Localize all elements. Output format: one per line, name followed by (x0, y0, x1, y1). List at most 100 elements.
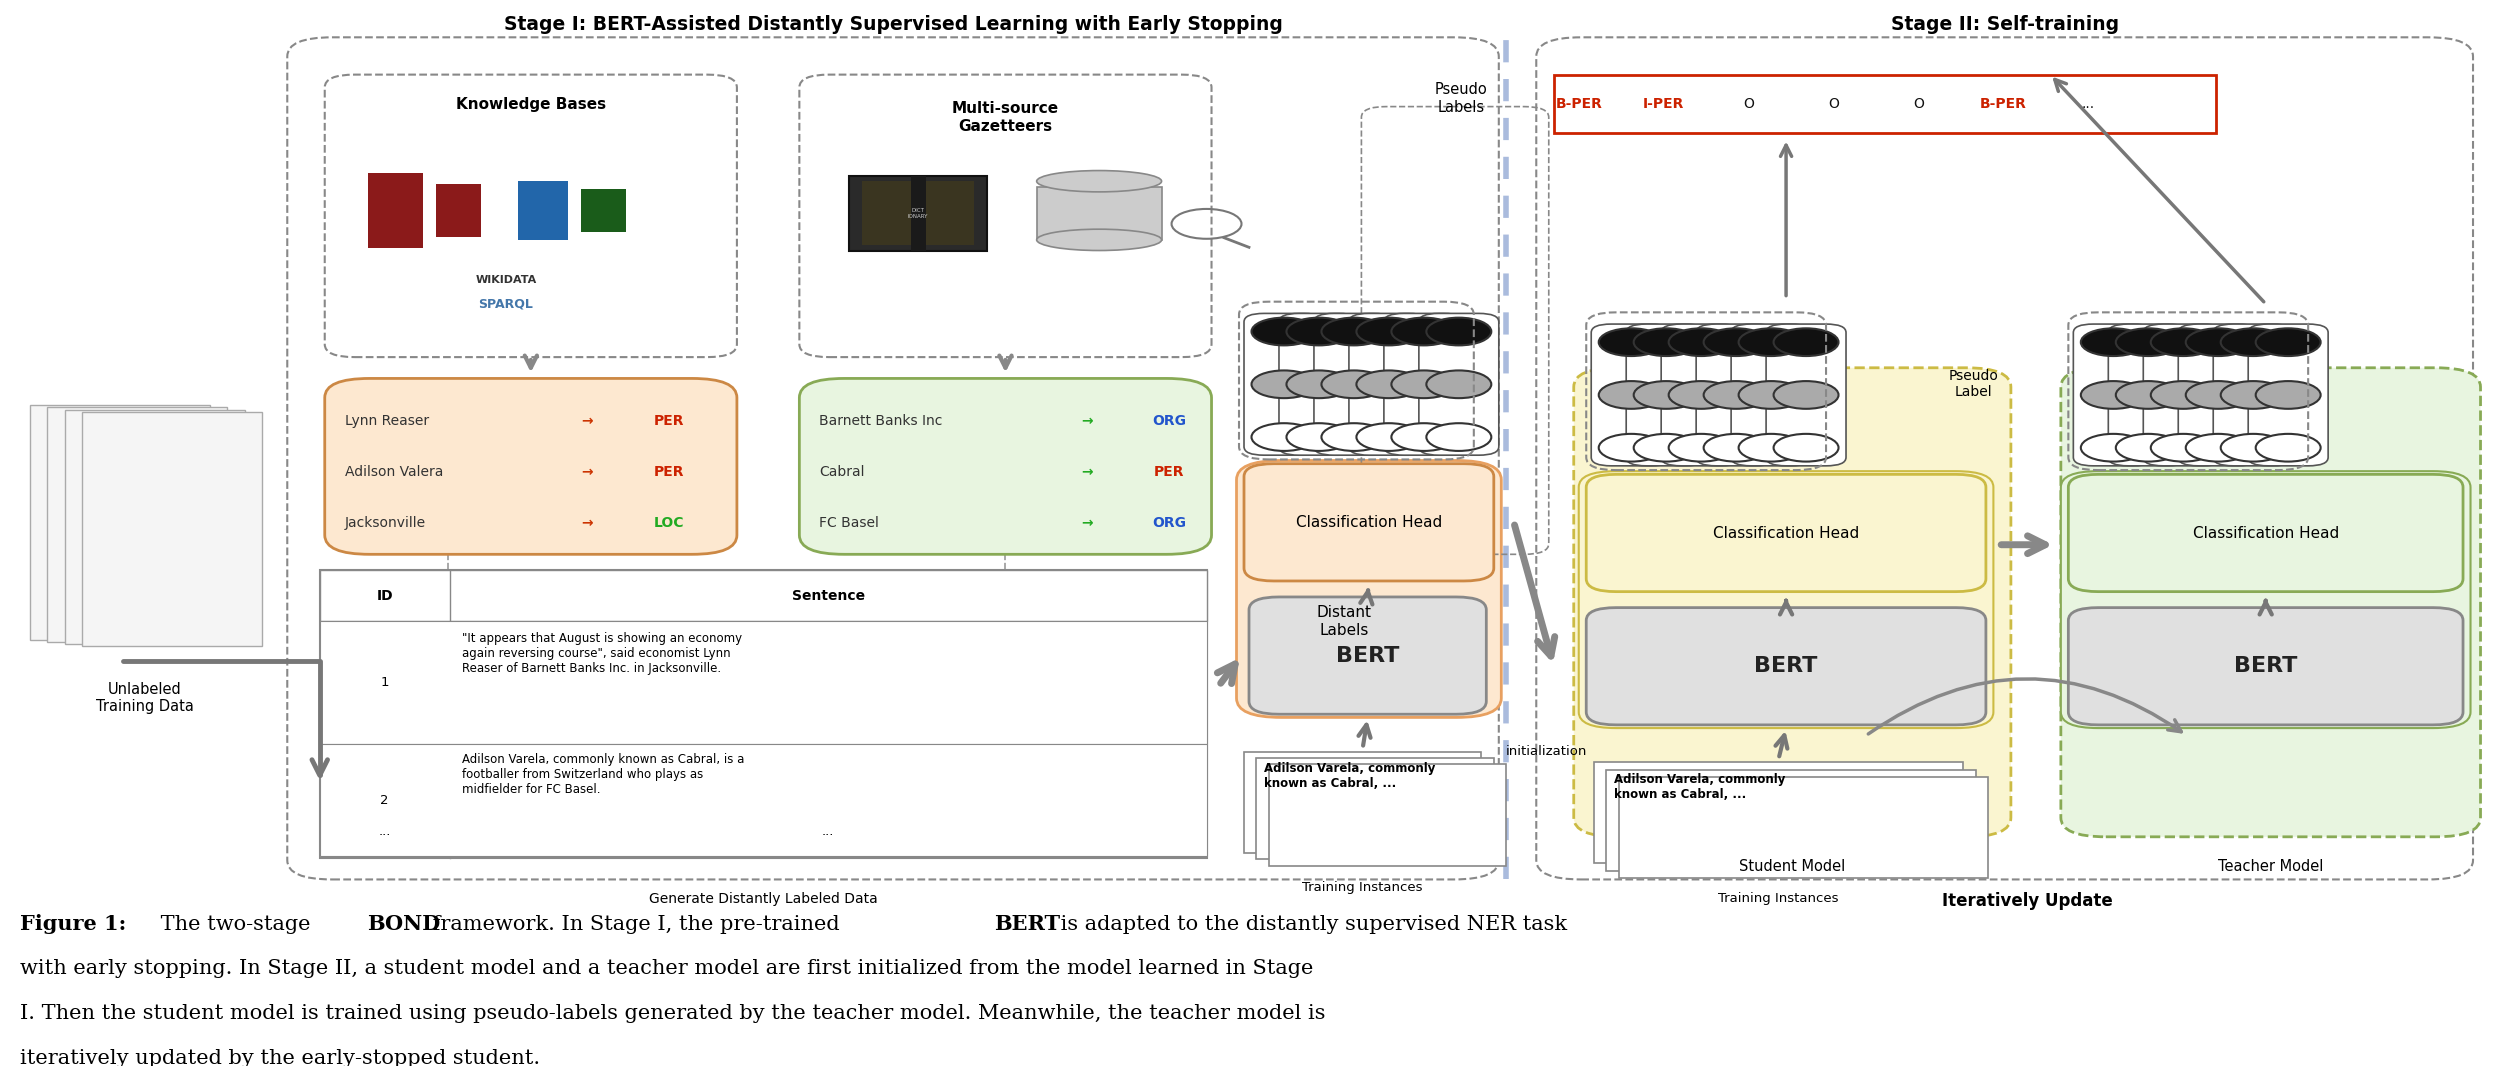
Circle shape (2221, 382, 2286, 408)
Text: Jacksonville: Jacksonville (345, 516, 425, 531)
Circle shape (1356, 423, 1421, 451)
Circle shape (1356, 318, 1421, 345)
Circle shape (2151, 328, 2216, 356)
Text: Adilson Varela, commonly
known as Cabral, ...: Adilson Varela, commonly known as Cabral… (1614, 773, 1786, 801)
Text: I. Then the student model is trained using pseudo-labels generated by the teache: I. Then the student model is trained usi… (20, 1004, 1326, 1023)
Text: PER: PER (1154, 465, 1184, 480)
FancyBboxPatch shape (325, 75, 737, 357)
FancyBboxPatch shape (1574, 368, 2011, 837)
Bar (520, 181, 567, 240)
Text: Classification Head: Classification Head (1714, 526, 1859, 540)
Circle shape (2116, 434, 2181, 462)
Circle shape (1391, 370, 1456, 398)
Bar (320, 570, 1207, 858)
Text: Teacher Model: Teacher Model (2218, 859, 2323, 874)
Bar (65, 409, 245, 644)
Text: Figure 1:: Figure 1: (20, 915, 127, 934)
FancyBboxPatch shape (1419, 313, 1499, 455)
Text: iteratively updated by the early-stopped student.: iteratively updated by the early-stopped… (20, 1049, 540, 1066)
Text: Lynn Reaser: Lynn Reaser (345, 414, 430, 429)
FancyBboxPatch shape (1244, 464, 1494, 581)
FancyBboxPatch shape (1626, 324, 1706, 466)
Circle shape (2221, 328, 2286, 356)
Text: Training Instances: Training Instances (1301, 882, 1424, 894)
Circle shape (1286, 318, 1351, 345)
FancyBboxPatch shape (2061, 368, 2481, 837)
FancyBboxPatch shape (325, 378, 737, 554)
Circle shape (1426, 318, 1491, 345)
Circle shape (1321, 423, 1386, 451)
Circle shape (1774, 434, 1839, 462)
Bar (370, 173, 422, 247)
FancyBboxPatch shape (799, 378, 1212, 554)
FancyBboxPatch shape (1586, 608, 1986, 725)
FancyBboxPatch shape (2213, 324, 2293, 466)
Circle shape (2221, 434, 2286, 462)
Text: "It appears that August is showing an economy
again reversing course", said econ: "It appears that August is showing an ec… (462, 632, 742, 675)
Text: is adapted to the distantly supervised NER task: is adapted to the distantly supervised N… (1054, 915, 1566, 934)
Text: WIKIDATA: WIKIDATA (475, 275, 537, 285)
Circle shape (1599, 382, 1664, 408)
Circle shape (1426, 423, 1491, 451)
Text: →: → (1082, 516, 1092, 531)
Bar (1269, 764, 1506, 866)
FancyBboxPatch shape (2061, 471, 2471, 728)
Ellipse shape (1037, 171, 1162, 192)
Circle shape (1774, 382, 1839, 408)
Circle shape (1739, 328, 1804, 356)
Circle shape (1739, 382, 1804, 408)
Text: ...: ... (822, 825, 834, 838)
Text: Distant
Labels: Distant Labels (1316, 605, 1371, 637)
Text: BOND: BOND (367, 915, 440, 934)
Text: PER: PER (654, 465, 684, 480)
Text: Pseudo
Labels: Pseudo Labels (1434, 82, 1489, 115)
Circle shape (2186, 434, 2251, 462)
FancyBboxPatch shape (2108, 324, 2188, 466)
Text: ID: ID (377, 588, 392, 603)
Text: FC Basel: FC Basel (819, 516, 879, 531)
Text: Cabral: Cabral (819, 465, 864, 480)
Bar (909, 176, 927, 251)
Circle shape (2081, 382, 2146, 408)
FancyBboxPatch shape (1279, 313, 1359, 455)
Circle shape (1356, 370, 1421, 398)
Text: PER: PER (654, 414, 684, 429)
Text: BERT: BERT (994, 915, 1059, 934)
Bar (1594, 762, 1963, 863)
Text: Classification Head: Classification Head (2193, 526, 2338, 540)
Bar (1619, 777, 1988, 878)
FancyBboxPatch shape (2143, 324, 2223, 466)
FancyBboxPatch shape (1696, 324, 1776, 466)
Circle shape (1251, 370, 1316, 398)
FancyBboxPatch shape (2073, 324, 2153, 466)
Text: Iteratively Update: Iteratively Update (1941, 892, 2113, 909)
Bar (320, 621, 1207, 744)
Bar (1256, 758, 1494, 859)
FancyBboxPatch shape (1244, 313, 1324, 455)
Text: O: O (1744, 97, 1754, 111)
Circle shape (2116, 382, 2181, 408)
Bar (320, 744, 1207, 856)
Text: ORG: ORG (1152, 414, 1187, 429)
Bar (1554, 75, 2216, 133)
Text: Sentence: Sentence (792, 588, 864, 603)
Text: ...: ... (2081, 97, 2096, 111)
Text: Adilson Varela, commonly
known as Cabral, ...: Adilson Varela, commonly known as Cabral… (1264, 762, 1436, 790)
Circle shape (1321, 370, 1386, 398)
Circle shape (1251, 318, 1316, 345)
Text: →: → (1082, 414, 1092, 429)
Bar (47, 407, 227, 642)
Text: Knowledge Bases: Knowledge Bases (455, 97, 607, 112)
Circle shape (2081, 434, 2146, 462)
FancyBboxPatch shape (2178, 324, 2258, 466)
Circle shape (1599, 434, 1664, 462)
Circle shape (1251, 423, 1316, 451)
Circle shape (2256, 434, 2321, 462)
FancyBboxPatch shape (1586, 474, 1986, 592)
Circle shape (1286, 423, 1351, 451)
Circle shape (1286, 370, 1351, 398)
Text: The two-stage: The two-stage (155, 915, 317, 934)
Circle shape (1634, 382, 1699, 408)
Bar (82, 411, 262, 646)
Ellipse shape (1037, 229, 1162, 251)
